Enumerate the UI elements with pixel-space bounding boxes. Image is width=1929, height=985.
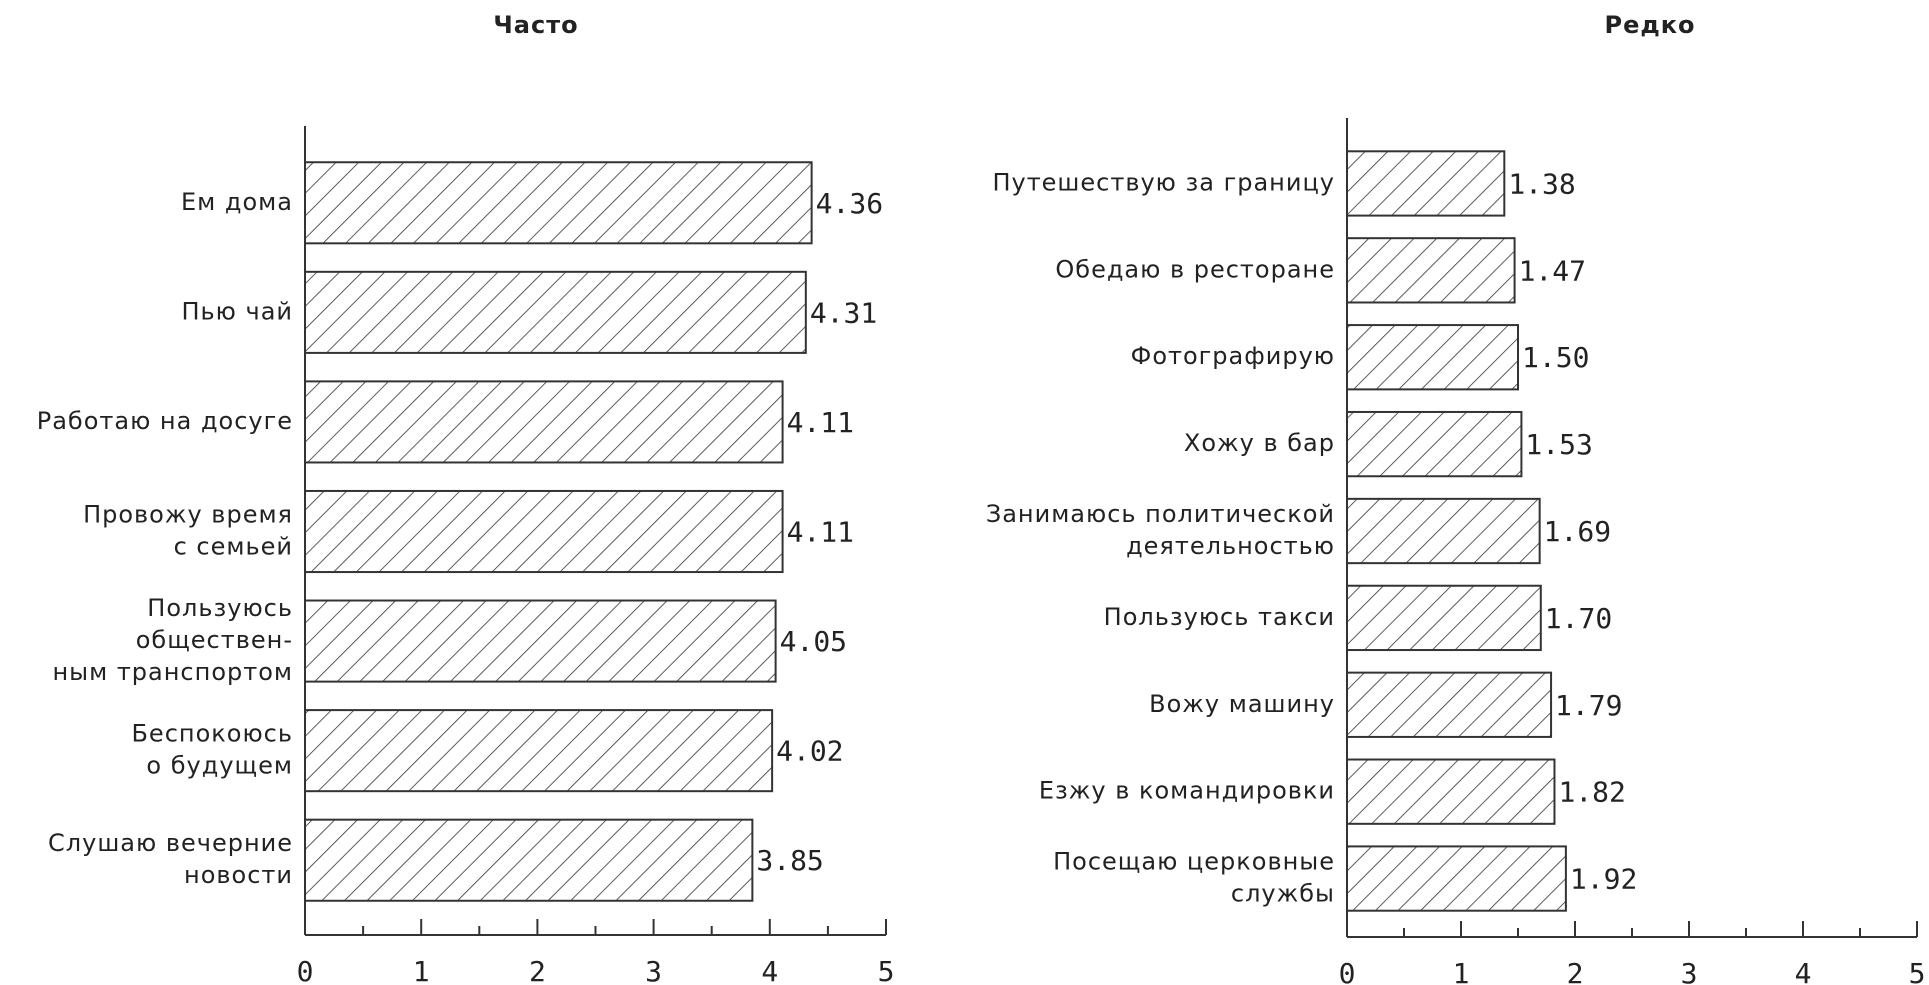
bar xyxy=(1346,237,1516,304)
category-label: Беспокоюсь о будущем xyxy=(131,720,293,780)
category-label: Путешествую за границу xyxy=(992,168,1335,196)
value-label: 1.50 xyxy=(1522,341,1589,374)
category-label-line: о будущем xyxy=(146,752,293,780)
value-label: 4.31 xyxy=(810,296,877,329)
x-tick-label: 0 xyxy=(1339,957,1356,985)
bar xyxy=(1346,324,1519,391)
value-label: 1.47 xyxy=(1519,254,1586,287)
category-label-line: Работаю на досуге xyxy=(37,407,293,435)
value-label: 1.38 xyxy=(1508,167,1575,200)
category-label: Посещаю церковные службы xyxy=(1053,848,1335,908)
bar xyxy=(304,709,774,793)
x-tick-label: 2 xyxy=(529,955,546,985)
category-label: Слушаю вечерние новости xyxy=(48,829,293,889)
category-label-line: Слушаю вечерние xyxy=(48,829,293,857)
category-label: Езжу в командировки xyxy=(1039,777,1335,805)
category-label-line: Провожу время xyxy=(83,501,293,529)
x-tick-label: 0 xyxy=(297,955,314,985)
category-label-line: Занимаюсь политической xyxy=(986,500,1335,528)
value-label: 1.92 xyxy=(1570,863,1637,896)
category-label: Фотографирую xyxy=(1131,342,1335,370)
category-label-line: Путешествую за границу xyxy=(992,168,1335,196)
category-label: Пользуюсь такси xyxy=(1104,603,1335,631)
x-tick-label: 4 xyxy=(761,955,778,985)
value-label: 4.02 xyxy=(776,735,843,768)
bar xyxy=(304,380,784,464)
category-label: Занимаюсь политической деятельностью xyxy=(986,500,1335,560)
value-label: 4.05 xyxy=(780,625,847,658)
value-label: 3.85 xyxy=(756,844,823,877)
category-label-line: ным транспортом xyxy=(52,658,293,686)
x-tick-label: 5 xyxy=(1909,957,1926,985)
bar xyxy=(1346,150,1506,217)
chart-title: Часто xyxy=(493,11,578,39)
category-label: Ем дома xyxy=(181,188,293,216)
bar xyxy=(1346,845,1567,912)
category-label-line: Посещаю церковные xyxy=(1053,848,1335,876)
bar xyxy=(304,161,813,245)
value-label: 1.69 xyxy=(1544,515,1611,548)
category-label: Провожу время с семьей xyxy=(83,501,293,561)
category-label: Работаю на досуге xyxy=(37,407,293,435)
category-label: Хожу в бар xyxy=(1184,429,1335,457)
category-label: Пользуюсь обществен-ным транспортом xyxy=(52,594,293,686)
category-label-line: службы xyxy=(1231,880,1335,908)
x-tick-label: 3 xyxy=(645,955,662,985)
value-label: 1.79 xyxy=(1555,689,1622,722)
bar xyxy=(304,599,777,683)
category-label-line: новости xyxy=(184,861,293,889)
category-label-line: Обедаю в ресторане xyxy=(1055,255,1335,283)
category-label-line: Ем дома xyxy=(181,188,293,216)
category-label-line: Пользуюсь xyxy=(147,594,293,622)
category-label-line: Беспокоюсь xyxy=(131,720,293,748)
category-label-line: Езжу в командировки xyxy=(1039,777,1335,805)
x-tick-label: 3 xyxy=(1681,957,1698,985)
bar xyxy=(1346,584,1542,652)
category-label-line: Вожу машину xyxy=(1149,690,1335,718)
x-tick-label: 2 xyxy=(1567,957,1584,985)
x-tick-label: 5 xyxy=(878,955,895,985)
bar xyxy=(1346,671,1553,738)
chart-title: Редко xyxy=(1604,11,1695,39)
value-label: 4.11 xyxy=(787,516,854,549)
category-label-line: с семьей xyxy=(174,533,293,561)
bar xyxy=(1346,758,1556,825)
x-tick-label: 1 xyxy=(413,955,430,985)
category-label: Обедаю в ресторане xyxy=(1055,255,1335,283)
category-label-line: Пью чай xyxy=(181,297,293,325)
x-tick-label: 1 xyxy=(1453,957,1470,985)
bar xyxy=(304,489,784,574)
bar xyxy=(304,818,754,902)
value-label: 1.70 xyxy=(1545,602,1612,635)
value-label: 4.11 xyxy=(787,406,854,439)
category-label-line: деятельностью xyxy=(1126,532,1335,560)
x-tick-label: 4 xyxy=(1795,957,1812,985)
bar xyxy=(1346,497,1541,565)
value-label: 1.82 xyxy=(1558,776,1625,809)
category-label: Вожу машину xyxy=(1149,690,1335,718)
category-label-line: Фотографирую xyxy=(1131,342,1335,370)
value-label: 4.36 xyxy=(816,187,883,220)
value-label: 1.53 xyxy=(1525,428,1592,461)
category-label-line: обществен- xyxy=(136,626,293,654)
category-label-line: Хожу в бар xyxy=(1184,429,1335,457)
category-label-line: Пользуюсь такси xyxy=(1104,603,1335,631)
category-label: Пью чай xyxy=(181,297,293,325)
bar xyxy=(1346,410,1523,478)
bar xyxy=(304,270,807,354)
